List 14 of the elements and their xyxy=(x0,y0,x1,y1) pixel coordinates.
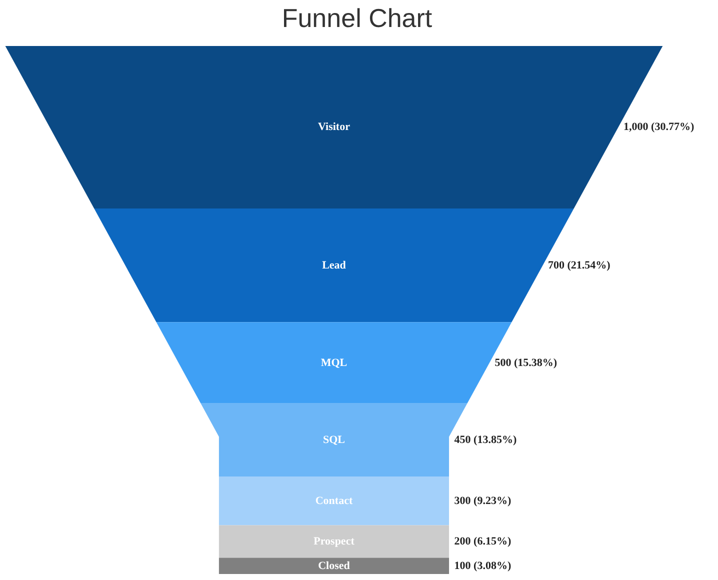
category-label: Contact xyxy=(315,494,353,507)
category-label: Closed xyxy=(318,560,350,572)
data-label: 700 (21.54%) xyxy=(548,259,611,272)
data-label: 100 (3.08%) xyxy=(454,560,512,572)
category-label: Lead xyxy=(322,259,346,272)
data-label: 450 (13.85%) xyxy=(454,434,517,446)
data-label: 300 (9.23%) xyxy=(454,494,512,507)
category-label: SQL xyxy=(322,434,345,446)
data-label: 200 (6.15%) xyxy=(454,536,512,548)
text: Funnel Chart xyxy=(282,3,433,33)
data-label: 1,000 (30.77%) xyxy=(624,121,694,134)
category-label: MQL xyxy=(320,356,348,369)
category-label: Visitor xyxy=(318,121,350,134)
data-label: 500 (15.38%) xyxy=(494,356,558,369)
